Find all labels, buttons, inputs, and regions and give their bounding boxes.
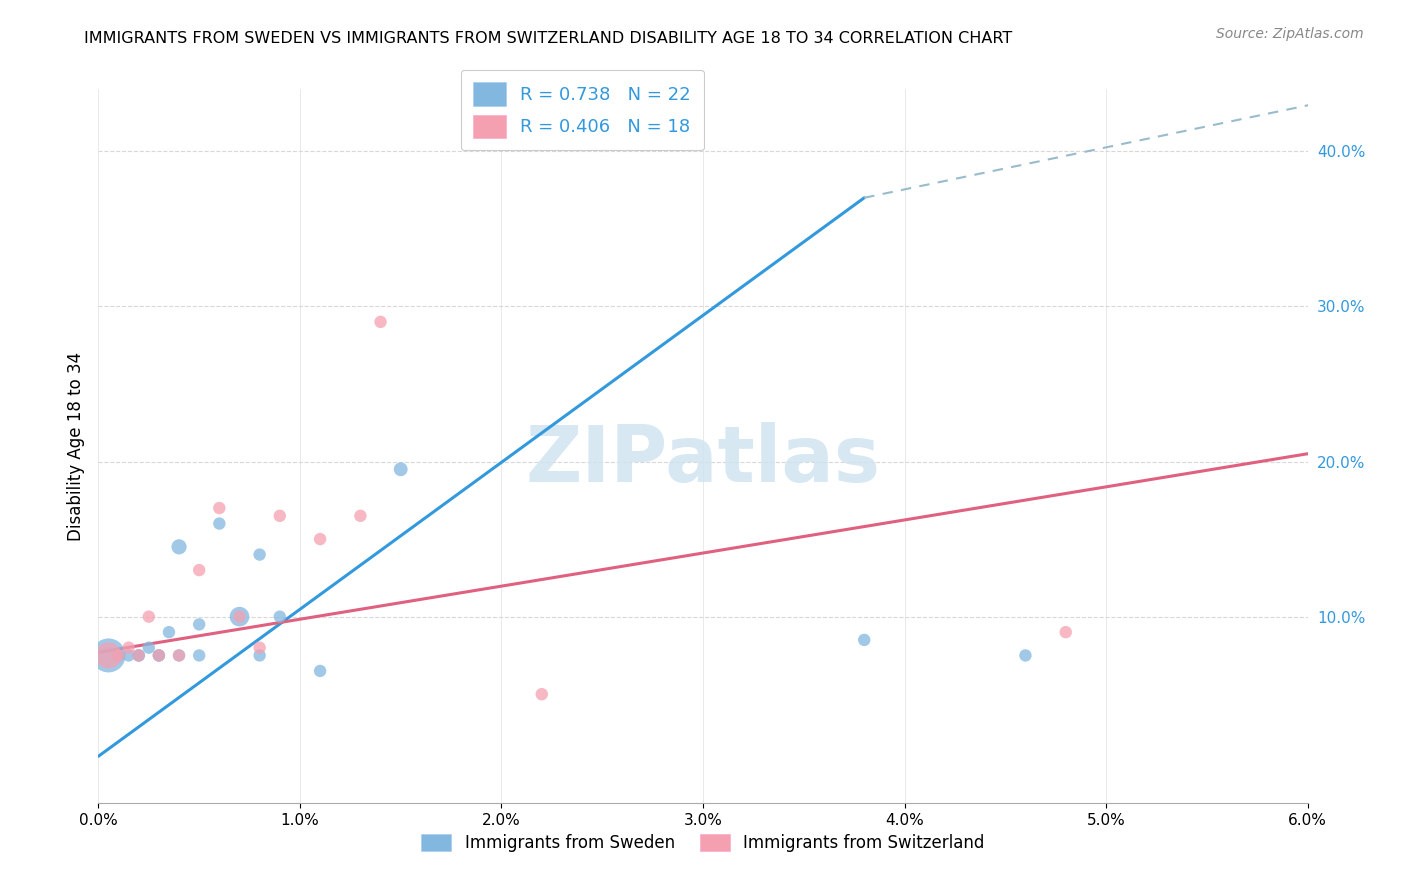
Point	[138, 640, 160, 655]
Point	[138, 609, 160, 624]
Point	[853, 632, 876, 647]
Point	[249, 548, 271, 562]
Point	[148, 648, 170, 663]
Point	[530, 687, 553, 701]
Point	[97, 648, 120, 663]
Point	[228, 609, 250, 624]
Point	[309, 664, 332, 678]
Text: IMMIGRANTS FROM SWEDEN VS IMMIGRANTS FROM SWITZERLAND DISABILITY AGE 18 TO 34 CO: IMMIGRANTS FROM SWEDEN VS IMMIGRANTS FRO…	[84, 31, 1012, 46]
Text: ZIPatlas: ZIPatlas	[526, 422, 880, 499]
Y-axis label: Disability Age 18 to 34: Disability Age 18 to 34	[66, 351, 84, 541]
Point	[309, 532, 332, 546]
Point	[188, 617, 211, 632]
Point	[208, 516, 231, 531]
Point	[269, 609, 291, 624]
Point	[97, 648, 120, 663]
Point	[118, 648, 141, 663]
Point	[167, 540, 190, 554]
Point	[128, 648, 150, 663]
Point	[188, 563, 211, 577]
Text: Source: ZipAtlas.com: Source: ZipAtlas.com	[1216, 27, 1364, 41]
Point	[188, 648, 211, 663]
Point	[167, 648, 190, 663]
Point	[1054, 625, 1077, 640]
Point	[148, 648, 170, 663]
Point	[157, 625, 180, 640]
Point	[128, 648, 150, 663]
Point	[1014, 648, 1036, 663]
Point	[128, 648, 150, 663]
Point	[370, 315, 392, 329]
Point	[118, 640, 141, 655]
Point	[148, 648, 170, 663]
Point	[228, 609, 250, 624]
Point	[249, 640, 271, 655]
Point	[167, 648, 190, 663]
Point	[249, 648, 271, 663]
Point	[389, 462, 412, 476]
Legend: Immigrants from Sweden, Immigrants from Switzerland: Immigrants from Sweden, Immigrants from …	[415, 827, 991, 859]
Point	[107, 648, 129, 663]
Point	[349, 508, 371, 523]
Point	[107, 648, 129, 663]
Point	[208, 501, 231, 516]
Point	[269, 508, 291, 523]
